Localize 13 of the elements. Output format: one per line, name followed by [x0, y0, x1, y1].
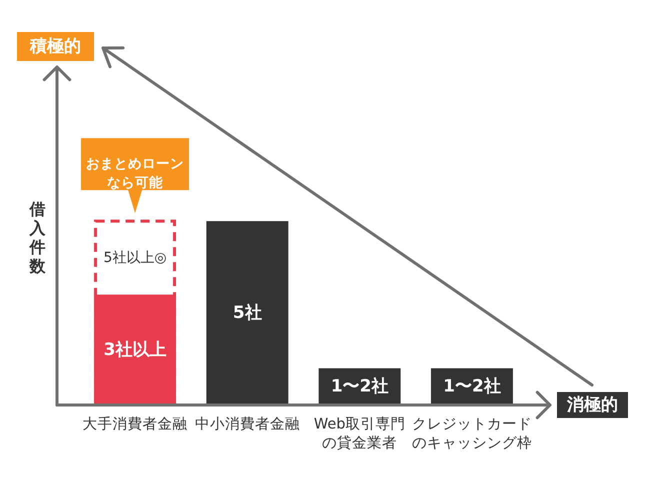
annotation: おまとめローンなら可能: [86, 156, 184, 192]
data-label: 5社以上◎: [103, 250, 167, 266]
x-tick-label: クレジットカードのキャッシング枠: [412, 416, 532, 452]
data-label: 1〜2社: [330, 376, 388, 397]
x-tick-label: 中小消費者金融: [194, 416, 300, 432]
x-tick-label: Web取引専門の貸金業者: [314, 416, 406, 452]
data-label: 5社: [232, 303, 262, 324]
text: 消極的: [566, 395, 618, 415]
y-axis-title: 借入件数: [28, 200, 46, 276]
x-tick-label: 大手消費者金融: [82, 416, 188, 432]
data-label: 3社以上: [104, 340, 166, 360]
data-label: 1〜2社: [443, 376, 501, 397]
text: 積極的: [29, 36, 81, 56]
